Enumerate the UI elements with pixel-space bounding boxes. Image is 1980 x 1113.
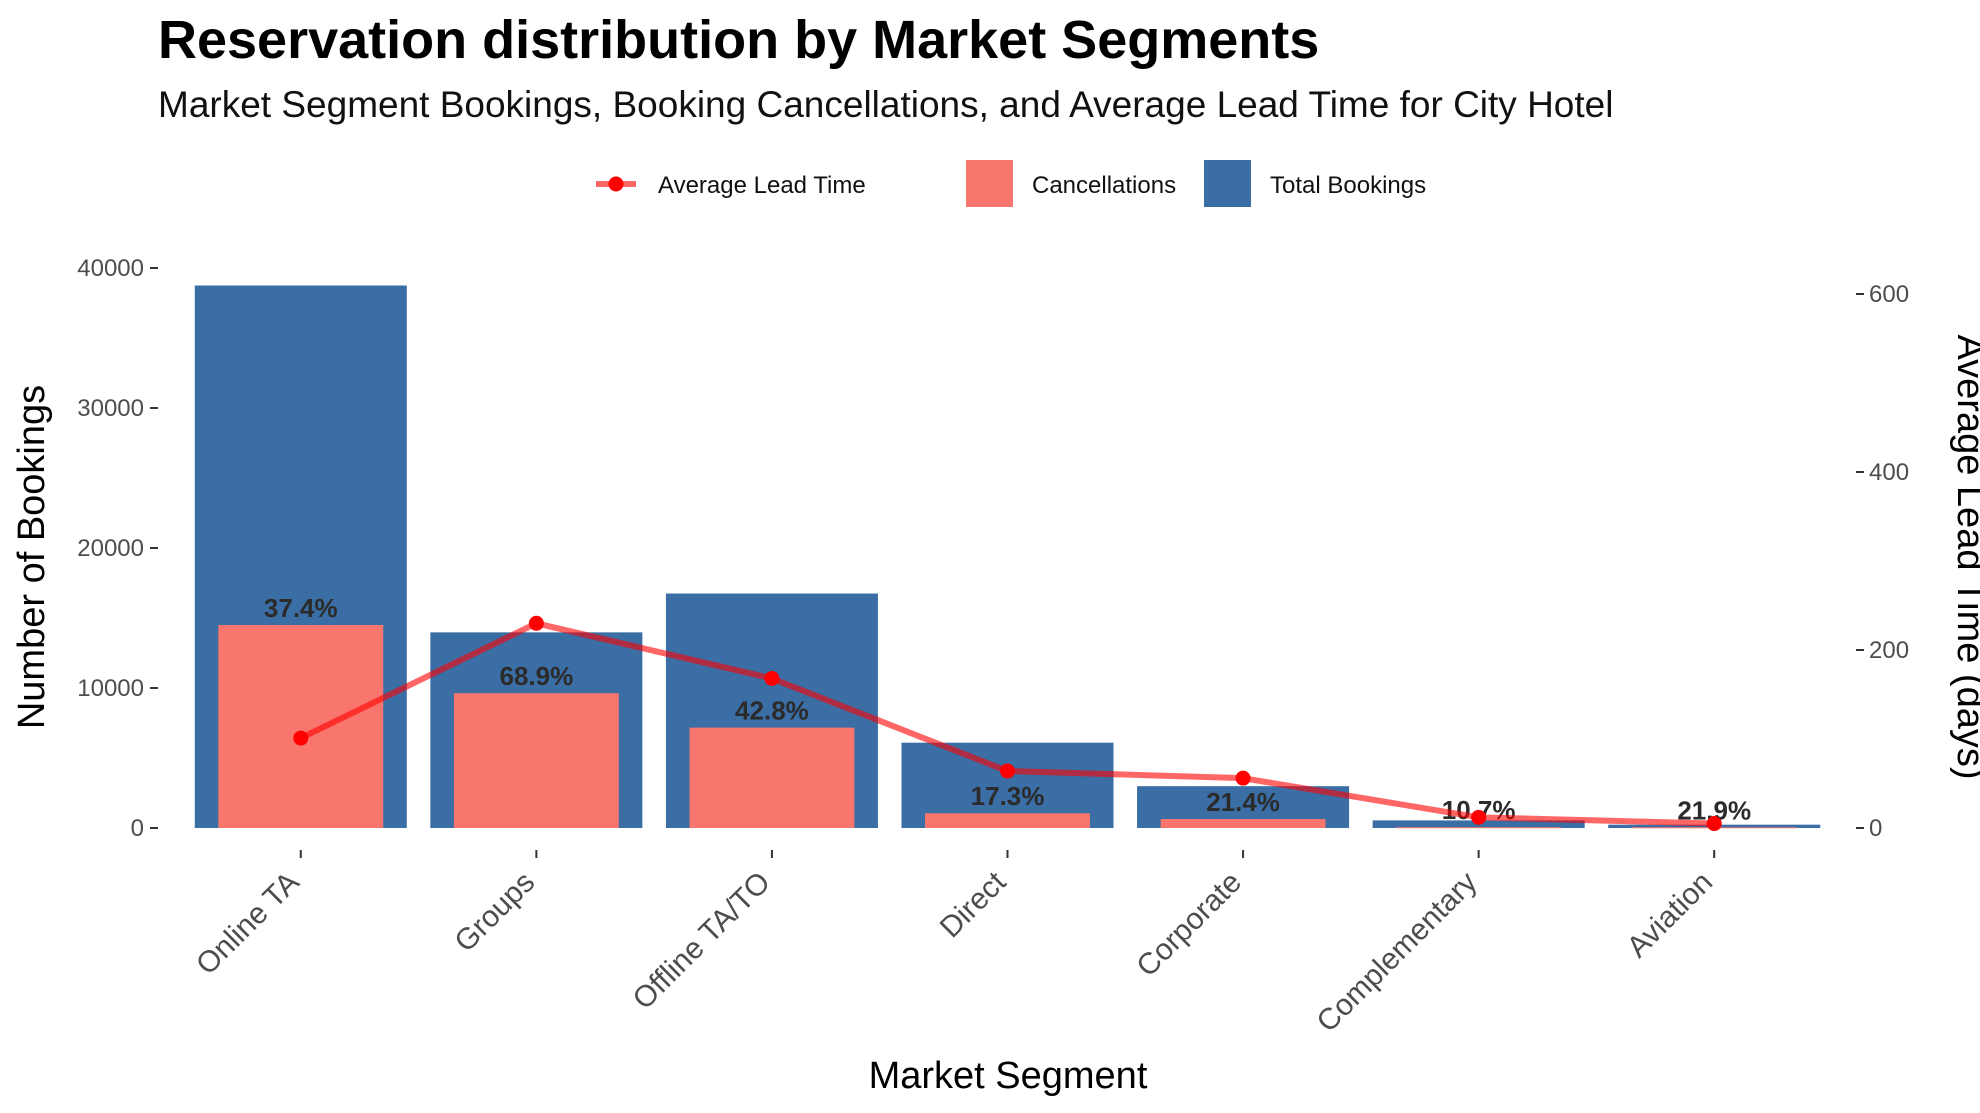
x-tick-label: Offline TA/TO	[627, 866, 777, 1016]
lead-time-point	[764, 670, 780, 686]
cancellation-bar	[1160, 819, 1326, 828]
y-tick-label: 20000	[77, 535, 144, 562]
y-tick-label: 0	[131, 815, 144, 842]
chart-subtitle: Market Segment Bookings, Booking Cancell…	[158, 84, 1613, 125]
legend-item-average-lead-time: Average Lead Time	[596, 172, 866, 199]
x-tick-label: Corporate	[1130, 866, 1248, 984]
x-tick-label: Complementary	[1311, 866, 1484, 1039]
cancellation-percent-label: 68.9%	[499, 661, 573, 691]
legend-item-total-bookings: Total Bookings	[1204, 160, 1426, 207]
legend-label: Average Lead Time	[658, 172, 866, 199]
y-tick-label: 40000	[77, 255, 144, 282]
cancellation-bars	[218, 625, 1797, 829]
lead-time-point	[1000, 763, 1015, 779]
y2-tick-label: 0	[1869, 815, 1882, 842]
lead-time-point	[293, 730, 309, 746]
x-tick-label: Groups	[448, 866, 541, 959]
legend: Average Lead Time Cancellations Total Book…	[596, 160, 1426, 207]
y2-tick-label: 600	[1869, 281, 1909, 308]
y2-tick-label: 400	[1869, 459, 1909, 486]
cancellation-bar	[218, 625, 384, 828]
cancellation-percent-label: 37.4%	[264, 593, 338, 623]
y-tick-label: 30000	[77, 395, 144, 422]
lead-time-point	[1471, 809, 1487, 825]
lead-time-point	[1235, 770, 1251, 786]
y-axis-left: 0 10000 20000 30000 40000	[77, 255, 158, 842]
cancellation-percent-label: 42.8%	[735, 696, 809, 726]
y-axis-title: Number of Bookings	[11, 385, 53, 729]
total-bookings-bars	[194, 285, 1821, 828]
cancellation-percent-label: 17.3%	[971, 781, 1045, 811]
cancellation-bar	[689, 727, 855, 828]
x-tick-label: Direct	[934, 865, 1013, 944]
legend-label: Cancellations	[1032, 172, 1176, 199]
cancellation-bar	[925, 813, 1090, 828]
legend-point-swatch	[608, 176, 624, 192]
cancellation-percent-label: 21.4%	[1206, 787, 1280, 817]
y2-axis-title: Average Lead Time (days)	[1949, 335, 1980, 780]
legend-swatch	[1204, 160, 1251, 207]
x-tick-label: Online TA	[190, 866, 306, 982]
y-axis-right: 0 200 400 600	[1856, 281, 1909, 842]
lead-time-point	[1706, 816, 1722, 832]
legend-item-cancellations: Cancellations	[966, 160, 1176, 207]
cancellation-bar	[453, 693, 619, 828]
legend-label: Total Bookings	[1270, 172, 1426, 199]
lead-time-line	[293, 615, 1722, 832]
legend-swatch	[966, 160, 1013, 207]
chart-title: Reservation distribution by Market Segme…	[158, 10, 1319, 70]
x-axis: Online TA Groups Offline TA/TO Direct Corpor…	[190, 850, 1719, 1039]
cancellation-bar	[1396, 827, 1562, 829]
x-axis-title: Market Segment	[869, 1055, 1148, 1097]
y-tick-label: 10000	[77, 675, 144, 702]
lead-time-point	[528, 615, 544, 631]
y2-tick-label: 200	[1869, 637, 1909, 664]
x-tick-label: Aviation	[1621, 866, 1719, 964]
